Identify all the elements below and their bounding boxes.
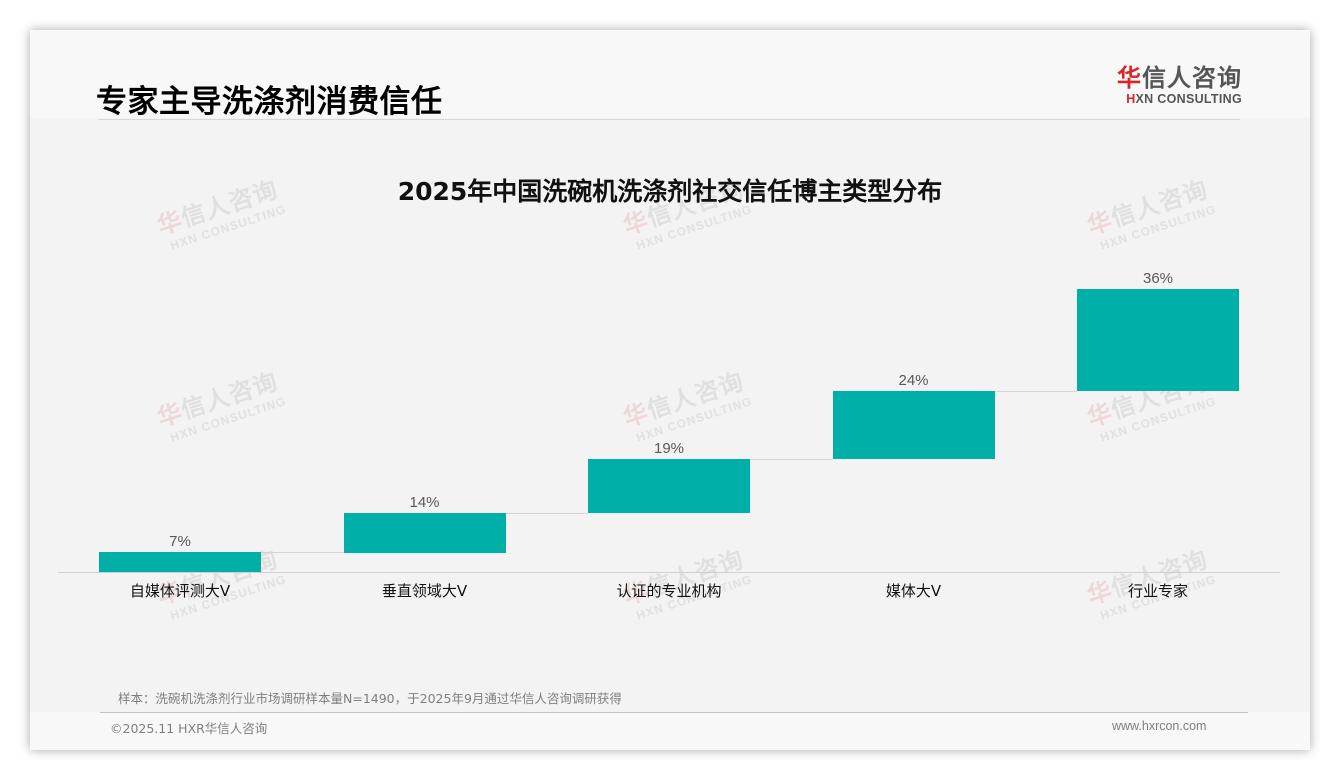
bar-value-label: 14% [409,494,440,511]
bar-value-label: 19% [653,440,685,457]
watermark: 华信人咨询 HXN CONSULTING [153,367,289,445]
connector-line [261,552,344,553]
title-divider [98,119,1240,120]
watermark: 华信人咨询 HXN CONSULTING [619,367,755,445]
logo-en: HXN CONSULTING [1126,92,1242,106]
bar[interactable] [99,552,261,572]
company-logo: 华信人咨询 HXN CONSULTING [1110,64,1242,106]
category-label: 垂直领域大V [381,582,468,600]
bar-value-label: 36% [1142,270,1174,287]
bar-value-label: 7% [169,533,191,550]
page-title: 专家主导洗涤剂消费信任 [96,84,443,120]
category-label: 媒体大V [885,582,942,600]
header-band [30,30,1310,118]
x-axis-line [58,572,1280,573]
footer-divider [100,712,1248,713]
bar-value-label: 24% [898,372,929,389]
chart-title: 2025年中国洗碗机洗涤剂社交信任博主类型分布 [397,177,943,206]
bar[interactable] [588,459,750,513]
bar[interactable] [1077,289,1239,391]
connector-line [750,459,833,460]
connector-line [505,513,588,514]
category-label: 行业专家 [1127,582,1188,600]
category-label: 自媒体评测大V [129,582,231,600]
bar[interactable] [832,391,995,459]
website-link[interactable]: www.hxrcon.com [1112,719,1207,733]
footer-band [30,712,1310,750]
connector-line [994,391,1077,392]
sample-note: 样本：洗碗机洗涤剂行业市场调研样本量N=1490，于2025年9月通过华信人咨询… [118,691,622,706]
bar[interactable] [343,513,506,553]
slide: 华信人咨询 HXN CONSULTING 华信人咨询 HXN CONSULTING … [30,30,1310,750]
logo-cn: 华信人咨询 [1117,64,1242,92]
category-label: 认证的专业机构 [616,582,722,600]
copyright-text: ©2025.11 HXR华信人咨询 [110,721,268,736]
